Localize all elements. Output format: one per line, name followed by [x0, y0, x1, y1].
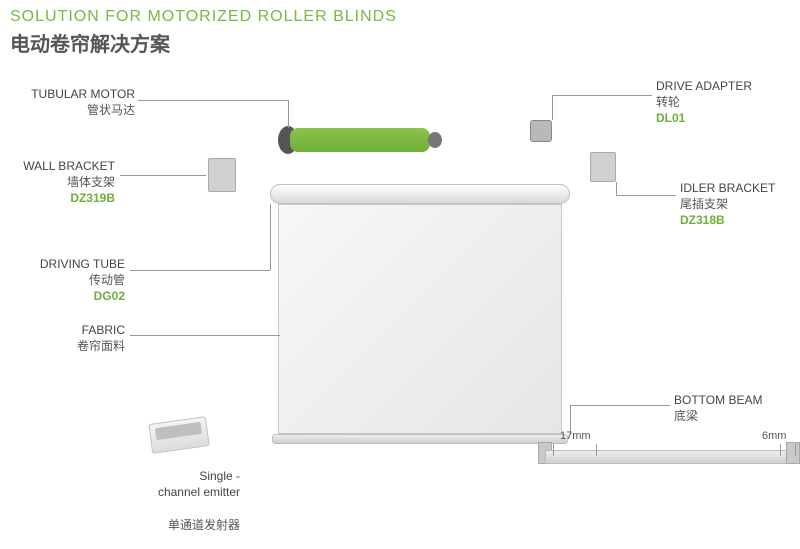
- label-en: Single - channel emitter: [130, 468, 240, 500]
- label-idler-bracket: IDLER BRACKET 尾插支架 DZ318B: [680, 180, 795, 229]
- label-tubular-motor: TUBULAR MOTOR 管状马达: [20, 86, 135, 118]
- label-cn: 转轮: [656, 94, 776, 110]
- leader-idler: [616, 195, 676, 196]
- wall-bracket-shape: [208, 158, 236, 192]
- label-driving-tube: DRIVING TUBE 传动管 DG02: [20, 256, 125, 305]
- label-code: DG02: [20, 288, 125, 304]
- dim-left: 17mm: [560, 430, 591, 442]
- label-code: DZ318B: [680, 212, 795, 228]
- label-cn: 尾插支架: [680, 196, 795, 212]
- label-wall-bracket: WALL BRACKET 墙体支架 DZ319B: [10, 158, 115, 207]
- rail-foot-right: [786, 442, 800, 464]
- idler-bracket-shape: [590, 152, 616, 182]
- leader-adapter: [552, 95, 652, 96]
- leader-drivetube-v: [270, 204, 271, 270]
- label-cn: 底梁: [674, 408, 784, 424]
- motor-tip: [428, 132, 442, 148]
- label-cn: 传动管: [20, 272, 125, 288]
- label-en: TUBULAR MOTOR: [20, 86, 135, 102]
- leader-wallbracket: [120, 175, 206, 176]
- dim-left-tick1: [553, 444, 554, 456]
- label-en: IDLER BRACKET: [680, 180, 795, 196]
- dim-right: 6mm: [762, 430, 786, 442]
- label-cn: 墙体支架: [10, 174, 115, 190]
- leader-motor-v: [288, 100, 289, 128]
- label-code: DZ319B: [10, 190, 115, 206]
- driving-tube-shape: [270, 184, 570, 204]
- label-en: DRIVING TUBE: [20, 256, 125, 272]
- leader-idler-v: [616, 182, 617, 195]
- leader-fabric: [130, 335, 280, 336]
- leader-bottombeam: [570, 405, 670, 406]
- title-en: SOLUTION FOR MOTORIZED ROLLER BLINDS: [10, 8, 397, 26]
- rail-shape: [545, 450, 793, 464]
- dim-left-tick2: [596, 444, 597, 456]
- bottom-beam-shape: [272, 434, 568, 444]
- tubular-motor-shape: [290, 128, 430, 152]
- fabric-shape: [278, 204, 562, 434]
- label-en: DRIVE ADAPTER: [656, 78, 776, 94]
- drive-adapter-shape: [530, 120, 552, 142]
- label-en: WALL BRACKET: [10, 158, 115, 174]
- label-cn: 卷帘面料: [60, 338, 125, 354]
- label-en: BOTTOM BEAM: [674, 392, 784, 408]
- dim-right-tick2: [795, 444, 796, 456]
- label-cn: 管状马达: [20, 102, 135, 118]
- remote-shape: [148, 416, 210, 454]
- dim-right-tick1: [780, 444, 781, 456]
- label-code: DL01: [656, 110, 776, 126]
- leader-motor: [138, 100, 288, 101]
- label-drive-adapter: DRIVE ADAPTER 转轮 DL01: [656, 78, 776, 127]
- label-en: FABRIC: [60, 322, 125, 338]
- leader-drivetube: [130, 270, 270, 271]
- label-bottom-beam: BOTTOM BEAM 底梁: [674, 392, 784, 424]
- label-remote: Single - channel emitter 单通道发射器: [130, 452, 240, 549]
- label-fabric: FABRIC 卷帘面料: [60, 322, 125, 354]
- title-cn: 电动卷帘解决方案: [10, 28, 170, 57]
- leader-adapter-v: [552, 95, 553, 120]
